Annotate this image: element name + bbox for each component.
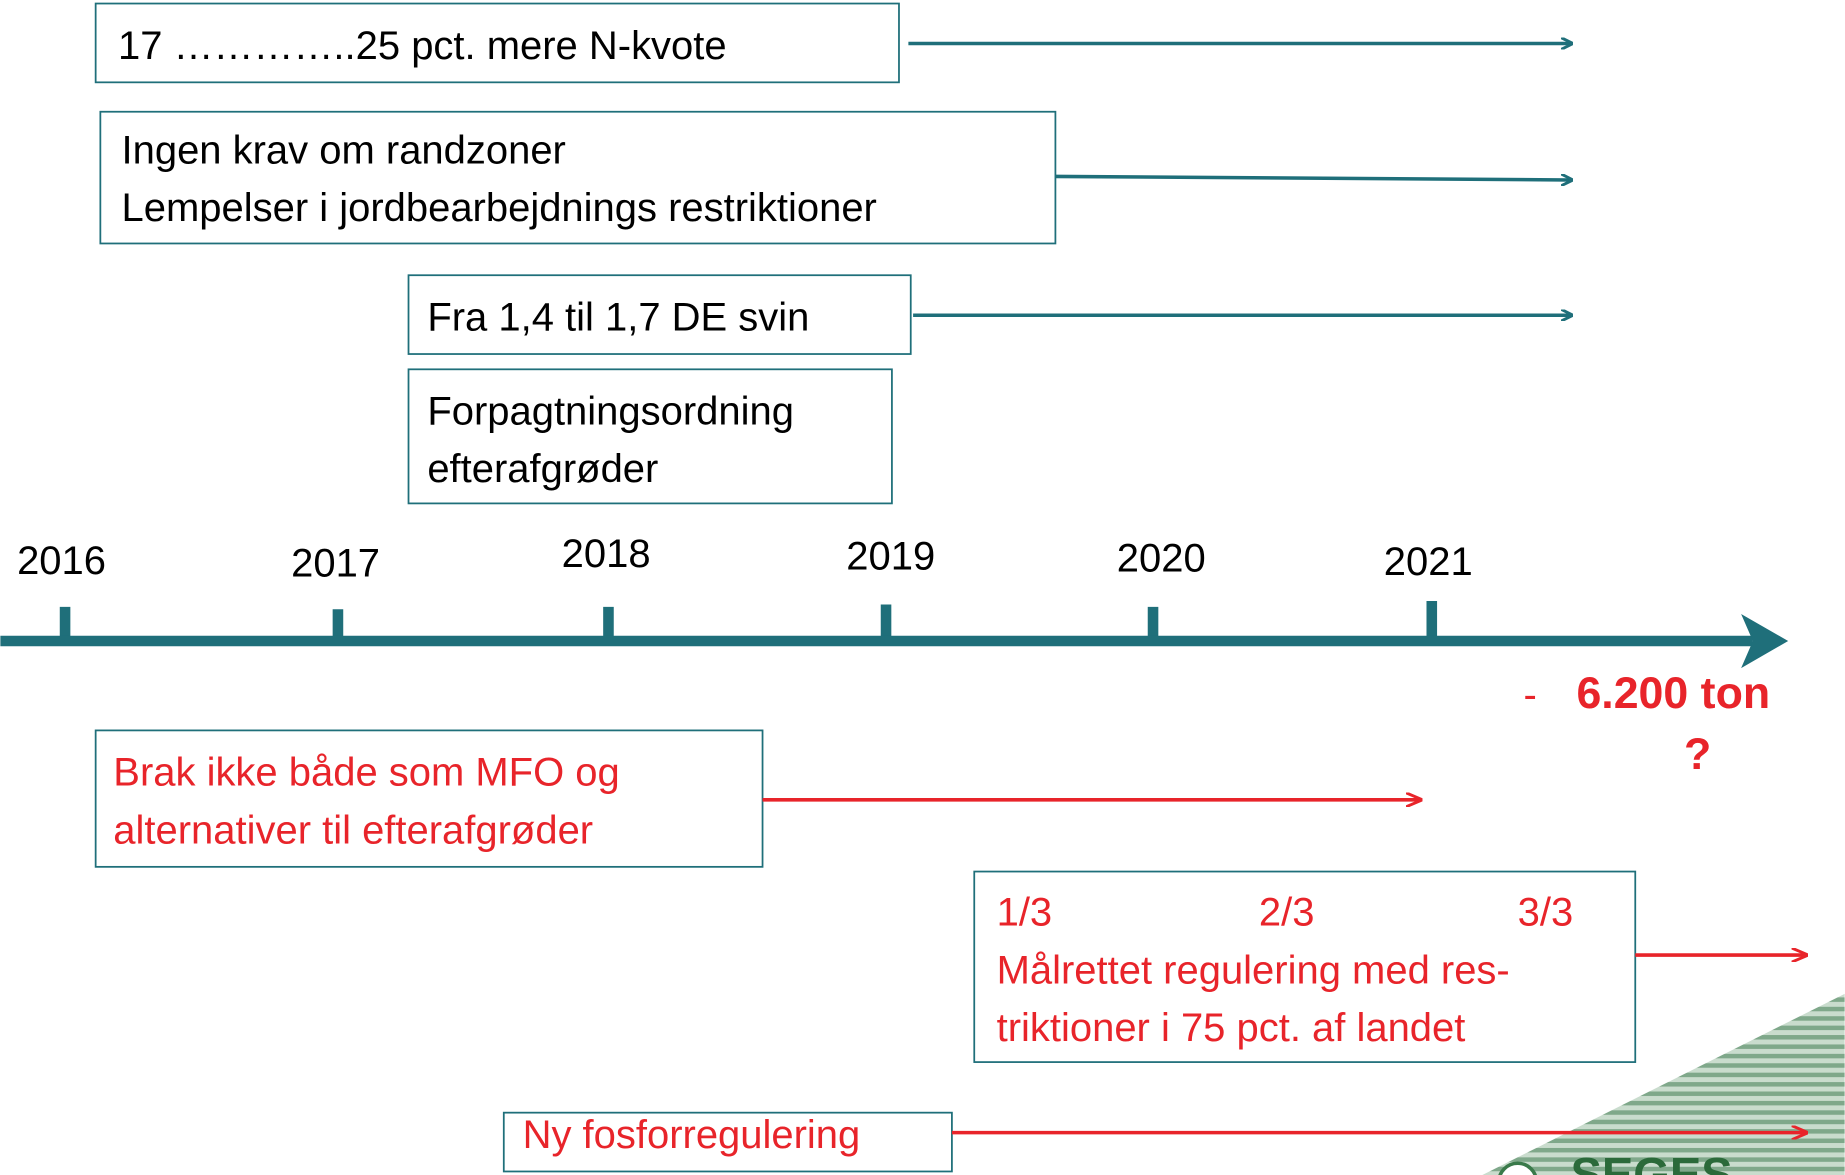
box-text: 17 …………..25 pct. mere N-kvote (118, 24, 727, 68)
box-text: Målrettet regulering med res- (997, 948, 1510, 992)
fraction: 2/3 (1259, 891, 1315, 935)
year-label: 2018 (562, 532, 651, 576)
year-label: 2021 (1384, 540, 1473, 584)
logo-text: SEGES (1571, 1147, 1733, 1175)
target-value: 6.200 ton (1576, 669, 1770, 718)
box (502, 1111, 953, 1173)
box (94, 2, 900, 84)
box-text: alternativer til efterafgrøder (113, 808, 593, 852)
box-text: Brak ikke både som MFO og (113, 751, 619, 795)
box (973, 870, 1637, 1063)
axis-arrowhead (1741, 613, 1789, 669)
box-text: triktioner i 75 pct. af landet (997, 1006, 1466, 1050)
box-text: Forpagtningsordning (427, 390, 794, 434)
box-text: Fra 1,4 til 1,7 DE svin (427, 296, 809, 340)
box (407, 368, 893, 505)
year-label: 2019 (846, 534, 935, 578)
year-label: 2020 (1117, 537, 1206, 581)
arrow (1055, 176, 1570, 180)
year-label: 2017 (291, 541, 380, 585)
box-text: Lempelser i jordbearbejdnings restriktio… (122, 186, 877, 230)
box (99, 110, 1057, 245)
box (407, 274, 912, 355)
target-question: ? (1684, 730, 1711, 779)
fraction: 1/3 (997, 891, 1053, 935)
year-label: 2016 (17, 539, 106, 583)
ticks (59, 601, 1438, 642)
logo-icon (1498, 1161, 1537, 1175)
target-dash: - (1524, 673, 1537, 717)
box-text: Ny fosforregulering (523, 1113, 861, 1157)
fraction: 3/3 (1518, 891, 1574, 935)
box-text: Ingen krav om randzoner (122, 128, 566, 172)
box (94, 729, 764, 868)
box-text: efterafgrøder (427, 447, 658, 491)
